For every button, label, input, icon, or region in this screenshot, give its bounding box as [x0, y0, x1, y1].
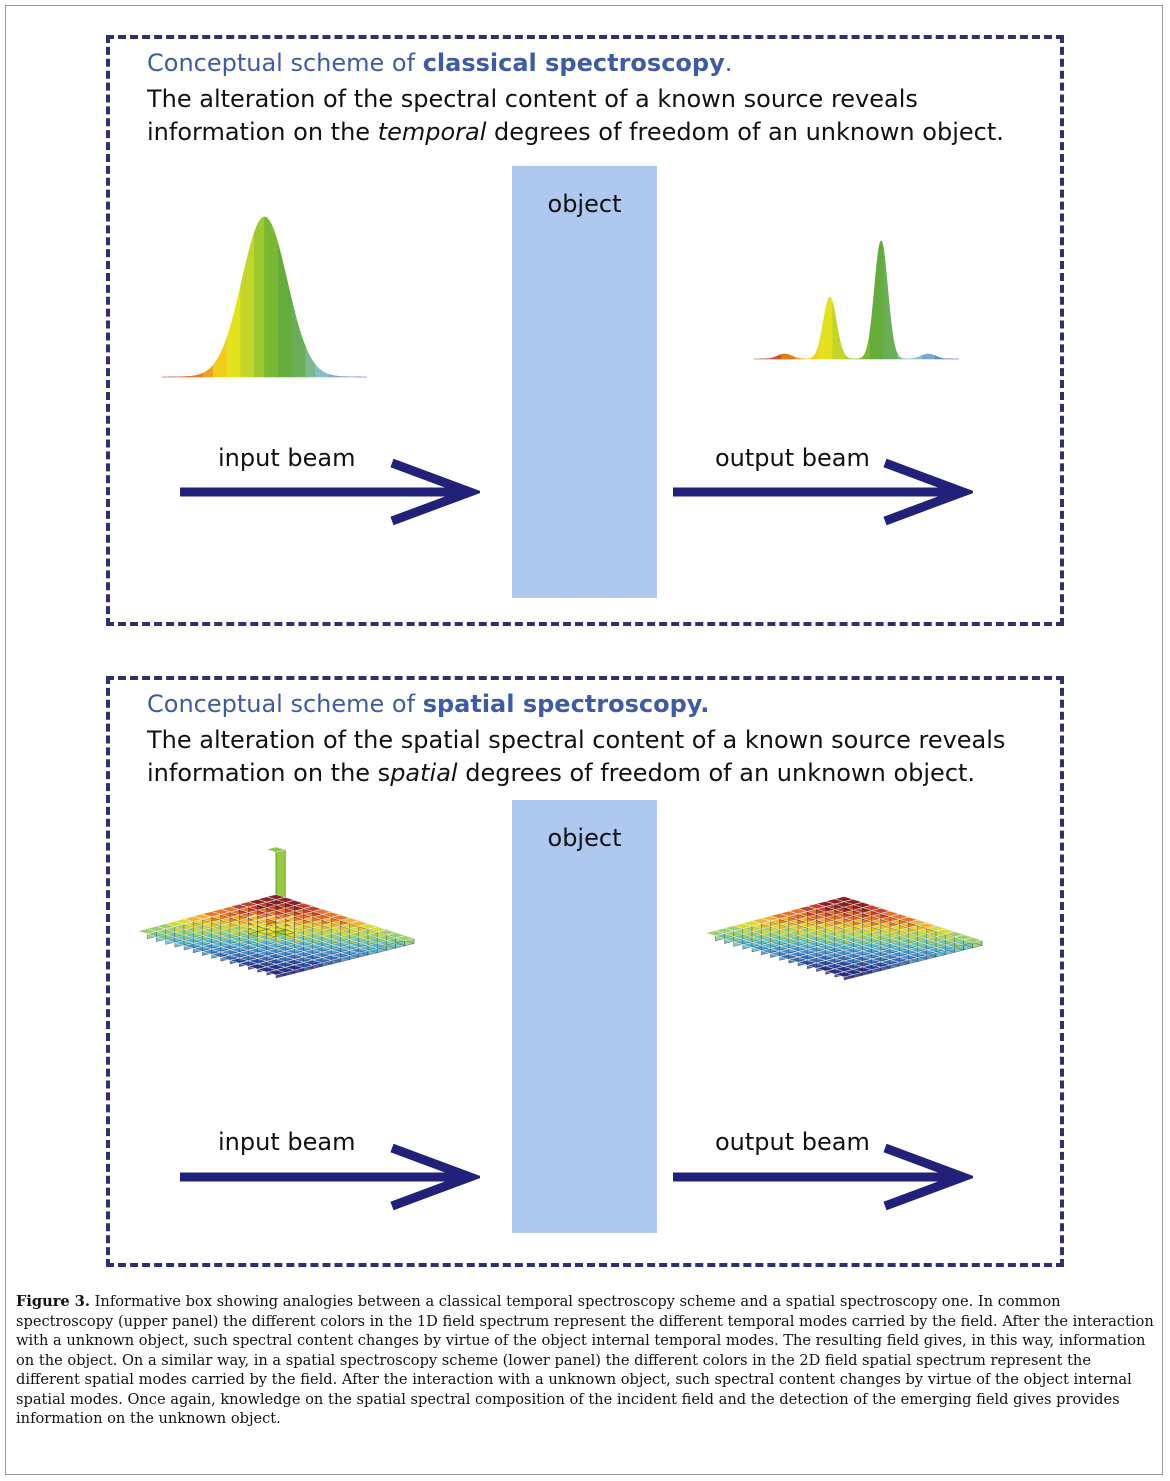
caption-label: Figure 3.: [16, 1293, 91, 1310]
input-beam-label: input beam: [218, 1128, 356, 1156]
output-spectrum-1d: [754, 240, 959, 360]
output-beam-label: output beam: [715, 444, 870, 472]
input-beam-label: input beam: [218, 444, 356, 472]
heading-emphasis: spatial spectroscopy.: [422, 690, 710, 718]
figure-caption: Figure 3. Informative box showing analog…: [16, 1292, 1156, 1429]
object-block: object: [512, 800, 657, 1233]
input-spectrum-1d: [161, 216, 368, 378]
desc-emphasis: temporal: [377, 118, 487, 146]
classical-spectroscopy-panel: Conceptual scheme of classical spectrosc…: [106, 35, 1064, 626]
spatial-spectroscopy-panel: Conceptual scheme of spatial spectroscop…: [106, 676, 1064, 1267]
object-block: object: [512, 166, 657, 598]
output-beam-label: output beam: [715, 1128, 870, 1156]
input-beam-arrow: [180, 1143, 480, 1211]
output-beam-arrow: [673, 458, 973, 526]
input-spectrum-2d: [137, 846, 415, 979]
output-beam-arrow: [673, 1143, 973, 1211]
panel-heading: Conceptual scheme of spatial spectroscop…: [147, 690, 710, 718]
desc-emphasis: patial: [390, 759, 458, 787]
object-label: object: [547, 190, 622, 218]
panel-heading: Conceptual scheme of classical spectrosc…: [147, 49, 733, 77]
panel-description: The alteration of the spatial spectral c…: [147, 726, 1006, 787]
input-beam-arrow: [180, 458, 480, 526]
caption-text: Informative box showing analogies betwee…: [16, 1293, 1154, 1427]
output-spectrum-2d: [705, 896, 983, 981]
object-label: object: [547, 824, 622, 852]
panel-description: The alteration of the spectral content o…: [147, 85, 1004, 146]
heading-emphasis: classical spectroscopy: [422, 49, 725, 77]
